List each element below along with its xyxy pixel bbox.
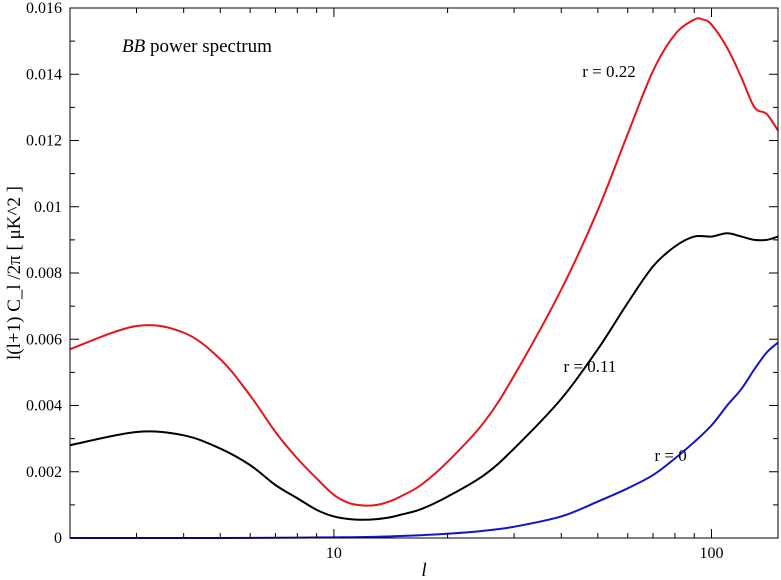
series-line-1 [69,232,779,521]
y-tick-label: 0.014 [26,66,62,83]
y-tick-label: 0.012 [26,133,62,150]
y-axis-label: l(l+1) C_l /2π [ μK^2 ] [4,186,25,360]
x-axis-label: l [421,560,426,580]
chart-title: BB power spectrum [122,36,272,57]
x-tick-label: 100 [700,545,724,562]
y-tick-label: 0.008 [26,265,62,282]
y-tick-label: 0 [54,530,62,547]
y-tick-label: 0.01 [34,199,62,216]
series-line-0 [69,17,779,507]
series-annotation-2: r = 0 [655,446,687,465]
y-tick-label: 0.004 [26,398,62,415]
series-annotation-0: r = 0.22 [582,62,636,81]
series-annotation-1: r = 0.11 [564,357,617,376]
x-tick-label: 10 [326,545,342,562]
series-line-2 [69,341,779,540]
y-tick-label: 0.016 [26,0,62,17]
y-tick-label: 0.002 [26,464,62,481]
y-tick-label: 0.006 [26,331,62,348]
plot-marks: r = 0.22 r = 0.11 r = 0 [69,17,779,540]
axis-ticks: 0 0.002 0.004 0.006 0.008 0.01 0.012 0.014 0.016… [26,0,778,562]
